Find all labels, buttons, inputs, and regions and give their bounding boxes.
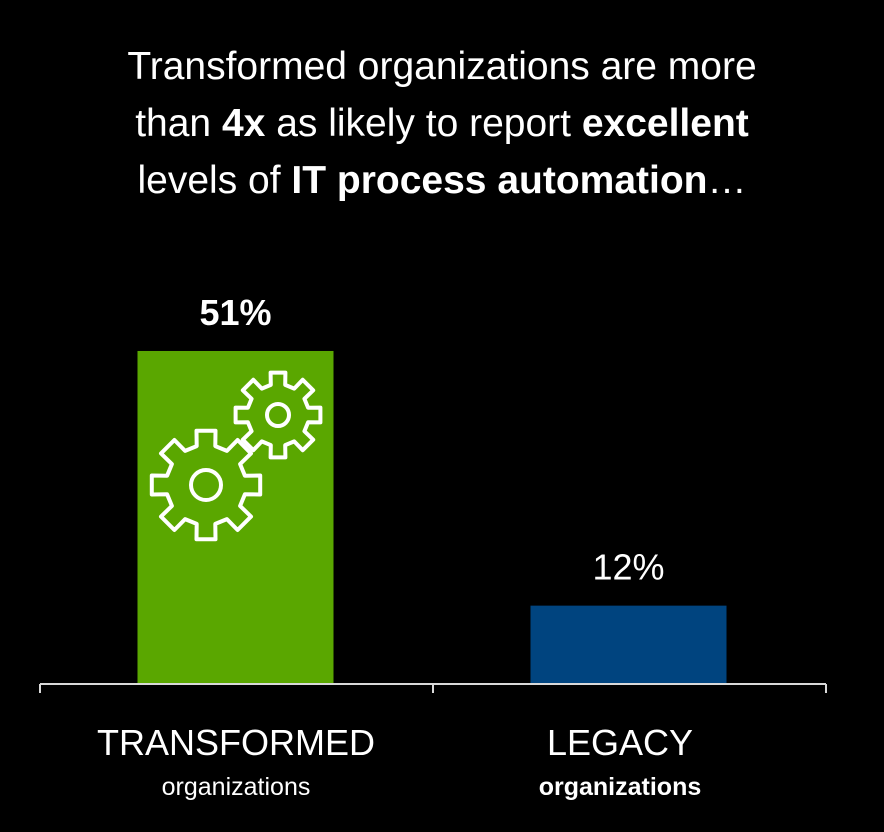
data-label-transformed: 51% [199,292,271,333]
chart-title: Transformed organizations are more than … [40,38,844,209]
category-sublabel: organizations [161,773,311,801]
category-label-transformed: TRANSFORMED organizations [56,722,416,802]
title-line-3: levels of IT process automation… [137,159,747,202]
category-name: LEGACY [546,722,694,763]
category-label-legacy: LEGACY organizations [440,722,800,802]
title-line-1: Transformed organizations are more [127,45,757,88]
bar-legacy [530,605,727,684]
title-line-2: than 4x as likely to report excellent [135,102,749,145]
category-sublabel: organizations [538,773,702,801]
data-label-legacy: 12% [592,547,664,588]
gears-icon [149,370,323,542]
category-name: TRANSFORMED [97,722,375,763]
